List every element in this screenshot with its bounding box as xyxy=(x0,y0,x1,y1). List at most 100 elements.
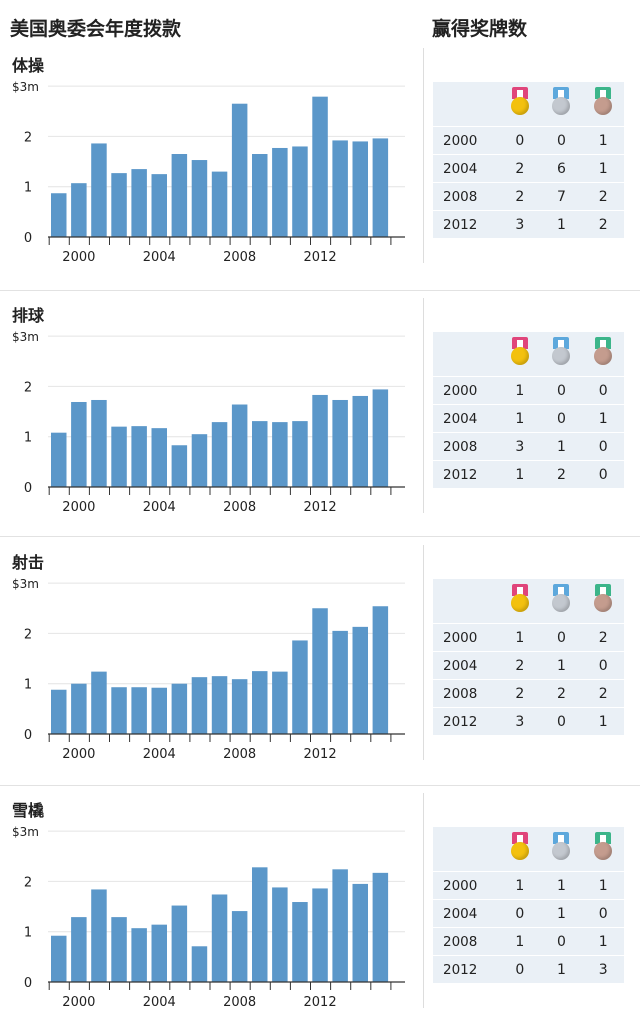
medal-count: 1 xyxy=(540,432,583,461)
bar xyxy=(332,869,348,982)
medal-count: 0 xyxy=(540,623,583,652)
bar xyxy=(71,183,87,237)
medal-year: 2012 xyxy=(433,460,499,488)
medal-row: 2004 2 6 1 xyxy=(433,154,624,183)
medal-header-row xyxy=(433,332,624,377)
bar xyxy=(131,169,147,237)
medal-count: 3 xyxy=(499,210,541,238)
panel-divider xyxy=(0,785,640,786)
medal-row: 2004 0 1 0 xyxy=(433,899,624,928)
medal-header-row xyxy=(433,827,624,872)
medal-year: 2004 xyxy=(433,404,499,433)
medal-column-header xyxy=(499,827,541,872)
sport-label: 雪橇 xyxy=(12,801,45,820)
medal-column-header xyxy=(582,579,624,624)
bar xyxy=(91,399,107,487)
medal-year: 2004 xyxy=(433,651,499,680)
bar xyxy=(231,911,248,982)
x-tick-label: 2012 xyxy=(304,747,337,762)
sport-label: 体操 xyxy=(12,56,45,75)
medal-count: 3 xyxy=(582,955,624,983)
medal-year: 2004 xyxy=(433,899,499,928)
medal-year: 2008 xyxy=(433,927,499,956)
x-tick-label: 2000 xyxy=(62,747,95,762)
bar xyxy=(332,399,348,487)
medal-count: 1 xyxy=(499,460,541,488)
bar xyxy=(252,671,268,734)
y-tick-label: 0 xyxy=(24,976,32,991)
medal-row: 2000 0 0 1 xyxy=(433,126,624,155)
medal-header-row xyxy=(433,579,624,624)
medal-table: 2000 1 0 0 2004 1 0 1 2008 3 1 0 2012 1 2 0 xyxy=(433,332,624,488)
bar xyxy=(231,103,248,237)
bar xyxy=(131,928,147,982)
medal-count: 1 xyxy=(540,899,583,928)
bar xyxy=(151,924,167,982)
medal-row: 2012 3 0 1 xyxy=(433,707,624,735)
medal-table: 2000 1 0 2 2004 2 1 0 2008 2 2 2 2012 3 0 1 xyxy=(433,579,624,735)
bar xyxy=(372,606,389,734)
x-tick-label: 2000 xyxy=(62,500,95,515)
medal-column-header xyxy=(541,332,583,377)
bar xyxy=(352,141,368,237)
bar xyxy=(372,389,389,487)
bar xyxy=(111,917,127,982)
medal-count: 1 xyxy=(582,707,624,735)
y-unit-label: $3m xyxy=(12,330,39,344)
bar xyxy=(352,883,368,982)
bar xyxy=(191,434,208,487)
bar xyxy=(352,395,368,487)
bar xyxy=(191,946,208,982)
bar-chart: 0 1 2 $3m 2000 2004 2008 2012 xyxy=(12,577,405,762)
medal-count: 2 xyxy=(499,651,541,680)
bar xyxy=(231,679,248,734)
column-divider xyxy=(423,793,424,1008)
bar xyxy=(71,401,87,487)
bar xyxy=(191,677,208,734)
header-spacer xyxy=(433,579,499,624)
medal-year: 2012 xyxy=(433,707,499,735)
bar xyxy=(131,426,147,487)
column-divider xyxy=(423,545,424,760)
x-tick-label: 2004 xyxy=(143,747,176,762)
medal-count: 0 xyxy=(540,376,583,405)
medal-count: 1 xyxy=(540,871,583,900)
y-tick-label: 0 xyxy=(24,728,32,743)
medal-header-row xyxy=(433,82,624,127)
sport-label: 排球 xyxy=(12,306,45,325)
bar xyxy=(171,905,188,982)
bar xyxy=(91,143,107,237)
medal-count: 0 xyxy=(499,899,541,928)
medal-row: 2012 1 2 0 xyxy=(433,460,624,488)
medal-column-header xyxy=(582,82,624,127)
bar xyxy=(151,174,167,237)
medal-row: 2012 0 1 3 xyxy=(433,955,624,983)
medal-count: 2 xyxy=(499,154,541,183)
medal-count: 1 xyxy=(582,871,624,900)
page-title: 美国奥委会年度拨款 xyxy=(10,18,182,40)
bar xyxy=(191,160,208,237)
sport-label: 射击 xyxy=(12,553,45,572)
header-spacer xyxy=(433,827,499,872)
y-unit-label: $3m xyxy=(12,80,39,94)
bar xyxy=(171,154,188,237)
x-tick-label: 2012 xyxy=(304,995,337,1010)
medal-count: 0 xyxy=(499,126,541,155)
medal-count: 1 xyxy=(582,126,624,155)
silver-medal-icon xyxy=(550,87,572,117)
medal-table: 2000 1 1 1 2004 0 1 0 2008 1 0 1 2012 0 1 3 xyxy=(433,827,624,983)
silver-medal-icon xyxy=(550,584,572,614)
medal-year: 2012 xyxy=(433,210,499,238)
bar xyxy=(272,671,288,734)
medal-row: 2008 1 0 1 xyxy=(433,927,624,956)
medal-count: 2 xyxy=(540,460,583,488)
x-tick-label: 2004 xyxy=(143,250,176,265)
bar xyxy=(292,902,308,982)
bar xyxy=(51,689,67,734)
y-tick-label: 1 xyxy=(24,431,32,446)
y-unit-label: $3m xyxy=(12,577,39,591)
bar xyxy=(91,889,107,982)
bar xyxy=(211,676,228,734)
bar xyxy=(372,138,389,237)
medal-count: 1 xyxy=(540,651,583,680)
